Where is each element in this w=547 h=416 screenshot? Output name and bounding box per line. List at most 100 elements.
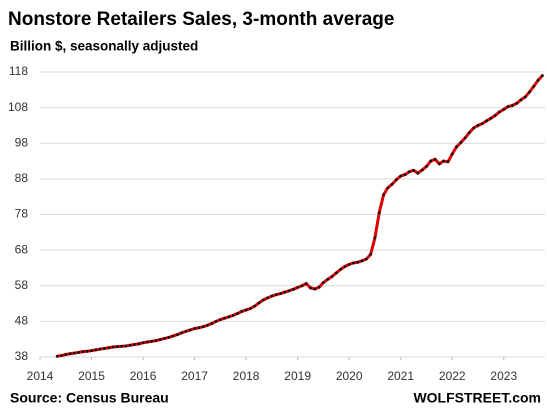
data-point xyxy=(485,119,489,123)
data-point xyxy=(124,344,128,348)
data-line xyxy=(56,74,544,358)
y-tick-label: 38 xyxy=(15,349,29,363)
data-point xyxy=(339,267,342,271)
data-point xyxy=(377,211,381,215)
data-point xyxy=(532,84,536,88)
data-point xyxy=(373,236,377,240)
data-point xyxy=(64,353,68,356)
y-tick-label: 118 xyxy=(9,64,28,78)
data-point xyxy=(270,294,274,298)
data-point xyxy=(55,354,59,358)
data-point xyxy=(253,304,257,308)
data-point xyxy=(364,257,368,261)
data-point xyxy=(188,328,192,332)
data-point xyxy=(463,136,467,140)
data-point xyxy=(167,336,171,339)
data-point xyxy=(523,95,527,99)
data-point xyxy=(184,329,188,333)
data-point xyxy=(171,334,175,338)
data-point xyxy=(313,287,317,291)
x-tick-label: 2021 xyxy=(387,369,414,383)
data-point xyxy=(519,98,523,102)
data-point xyxy=(360,259,364,263)
data-point xyxy=(309,286,312,290)
data-point xyxy=(468,131,471,134)
data-point xyxy=(128,343,132,347)
data-point xyxy=(210,322,214,325)
y-tick-label: 98 xyxy=(15,135,29,149)
data-point xyxy=(476,124,480,127)
data-point xyxy=(77,350,81,354)
data-point xyxy=(300,284,304,288)
data-point xyxy=(154,339,158,343)
data-point xyxy=(352,261,355,265)
source-note: Source: Census Bureau xyxy=(10,390,169,406)
data-point xyxy=(480,122,484,126)
data-point xyxy=(248,307,252,310)
data-point xyxy=(107,346,111,350)
chart-subtitle: Billion $, seasonally adjusted xyxy=(10,39,198,54)
x-tick-label: 2015 xyxy=(78,369,105,383)
data-point xyxy=(386,186,390,190)
data-point xyxy=(296,286,300,289)
y-tick-label: 68 xyxy=(15,242,29,256)
data-point xyxy=(72,351,76,355)
data-point xyxy=(81,350,85,354)
x-tick-label: 2019 xyxy=(284,369,311,383)
data-point xyxy=(266,296,270,300)
data-point xyxy=(111,345,115,349)
data-point xyxy=(236,312,239,315)
y-tick-label: 78 xyxy=(15,207,29,221)
data-point xyxy=(528,90,531,94)
data-point xyxy=(407,170,411,174)
data-point xyxy=(68,352,72,356)
data-point xyxy=(103,347,106,350)
data-point xyxy=(442,159,446,163)
data-point xyxy=(369,253,373,256)
data-point xyxy=(437,162,441,166)
data-point xyxy=(420,168,424,172)
data-point xyxy=(240,310,244,313)
data-point xyxy=(330,275,334,278)
data-point xyxy=(493,114,497,117)
data-point xyxy=(489,116,493,120)
data-point xyxy=(317,285,321,289)
data-point xyxy=(403,173,407,177)
y-tick-label: 58 xyxy=(15,278,29,292)
data-point xyxy=(206,323,209,327)
data-point xyxy=(472,126,476,130)
data-point xyxy=(541,74,544,77)
data-point xyxy=(244,308,248,312)
data-point xyxy=(510,104,514,107)
data-point xyxy=(115,345,119,349)
data-point xyxy=(141,341,145,345)
y-tick-label: 48 xyxy=(15,314,29,328)
y-tick-label: 108 xyxy=(8,100,28,114)
data-point xyxy=(98,347,102,351)
data-point xyxy=(283,290,287,294)
data-point xyxy=(227,315,231,319)
data-point xyxy=(347,262,351,266)
data-point xyxy=(304,282,308,286)
data-point xyxy=(536,78,540,82)
data-point xyxy=(133,343,136,346)
data-point xyxy=(450,152,454,156)
data-point xyxy=(223,316,227,320)
data-point xyxy=(287,289,291,293)
data-point xyxy=(231,313,235,317)
data-point xyxy=(334,271,338,275)
data-point xyxy=(425,165,428,168)
y-tick-label: 88 xyxy=(15,171,29,185)
data-point xyxy=(429,159,433,163)
data-point xyxy=(506,105,510,108)
data-point xyxy=(257,301,261,305)
data-point xyxy=(60,354,63,357)
x-tick-label: 2014 xyxy=(27,369,54,383)
data-point xyxy=(343,265,347,268)
data-point xyxy=(145,340,149,344)
data-point xyxy=(158,338,162,341)
data-point xyxy=(390,182,394,186)
data-point xyxy=(176,333,179,336)
data-point xyxy=(395,178,398,181)
